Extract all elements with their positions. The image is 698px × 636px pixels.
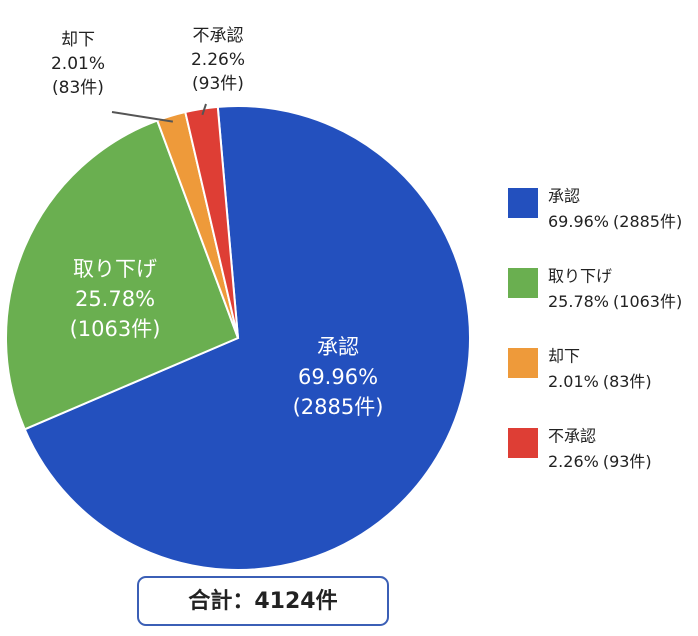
legend-label: 取り下げ xyxy=(548,267,612,286)
legend-count: (1063件) xyxy=(613,292,682,311)
total-label: 合計：4124件 xyxy=(188,588,337,614)
slice-percent: 2.26% xyxy=(191,50,245,70)
legend-detail: 69.96% (2885件) xyxy=(548,212,682,231)
legend-swatch xyxy=(508,188,538,218)
slice-percent: 2.01% xyxy=(51,54,105,74)
leader-line xyxy=(201,103,207,116)
pie-slice xyxy=(184,105,239,339)
slice-name: 不承認 xyxy=(193,26,244,46)
slice-name: 承認 xyxy=(317,335,359,359)
slice-count: (93件) xyxy=(192,74,244,94)
legend-swatch xyxy=(508,268,538,298)
legend-count: (83件) xyxy=(603,372,652,391)
legend-count: (93件) xyxy=(603,452,652,471)
legend-swatch xyxy=(508,348,538,378)
total-box xyxy=(137,576,389,626)
legend-percent: 69.96% xyxy=(548,212,609,231)
legend-percent: 2.26% xyxy=(548,452,599,471)
slice-count: (2885件) xyxy=(293,395,384,419)
legend-label: 却下 xyxy=(548,347,580,366)
pie-slice xyxy=(23,105,471,571)
legend-label: 不承認 xyxy=(548,427,596,446)
slice-name: 却下 xyxy=(61,30,95,50)
slice-count: (1063件) xyxy=(70,317,161,341)
pie-slice xyxy=(5,119,240,431)
legend-detail: 25.78% (1063件) xyxy=(548,292,682,311)
slice-percent: 69.96% xyxy=(298,365,378,389)
slice-percent: 25.78% xyxy=(75,287,155,311)
legend-label: 承認 xyxy=(548,187,580,206)
slice-name: 取り下げ xyxy=(73,257,157,281)
legend-count: (2885件) xyxy=(613,212,682,231)
legend-percent: 2.01% xyxy=(548,372,599,391)
legend-detail: 2.01% (83件) xyxy=(548,372,652,391)
legend-swatch xyxy=(508,428,538,458)
legend-detail: 2.26% (93件) xyxy=(548,452,652,471)
legend-percent: 25.78% xyxy=(548,292,609,311)
slice-count: (83件) xyxy=(52,78,104,98)
leader-line xyxy=(111,111,174,123)
